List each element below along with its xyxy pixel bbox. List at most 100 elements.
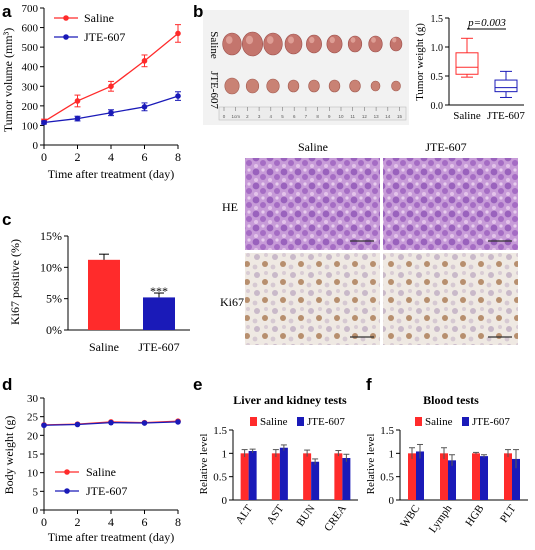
f-x-ticks: WBC Lymph HGB PLT — [398, 502, 518, 535]
f-y-ticks: 0 0.5 1 1.5 — [380, 425, 400, 507]
b-p-value: p=0.003 — [467, 17, 506, 29]
y-tick-label: 600 — [22, 23, 39, 35]
f-legend-jte: JTE-607 — [472, 416, 510, 428]
d-y-ticks: 0 5 10 15 20 25 30 — [27, 393, 44, 517]
c-xtick-saline: Saline — [89, 340, 119, 354]
photo-background — [203, 10, 409, 125]
bar — [480, 456, 488, 500]
bar — [279, 447, 288, 500]
ruler-tick-label: 1cm — [231, 114, 240, 119]
photo-label-saline: Saline — [208, 31, 220, 59]
y-tick-label: 0.0 — [431, 101, 444, 112]
y-tick-label: 1.5 — [213, 425, 227, 437]
d-legend-jte: JTE-607 — [86, 484, 127, 498]
ruler-tick-label: 6 — [293, 114, 296, 119]
d-legend: Saline JTE-607 — [55, 465, 127, 498]
panel-label-f: f — [366, 375, 372, 394]
y-tick-label: 15% — [40, 229, 62, 243]
data-point — [41, 422, 47, 429]
tumor-highlight — [350, 37, 356, 43]
bar — [143, 297, 175, 330]
box-body — [494, 79, 518, 93]
a-legend-jte: JTE-607 — [84, 30, 125, 44]
series-line — [43, 32, 179, 123]
tumor-jte — [391, 80, 401, 92]
tumor-highlight — [309, 36, 315, 44]
photo-label-jte: JTE-607 — [208, 71, 220, 109]
data-point — [141, 58, 148, 64]
data-point — [108, 109, 114, 116]
photo-ruler — [218, 106, 407, 121]
x-tick-label: 4 — [108, 150, 114, 164]
d-series-group — [41, 418, 181, 429]
ruler-tick-label: 2 — [246, 114, 249, 119]
data-point — [175, 93, 181, 99]
y-tick-label: 200 — [22, 101, 39, 113]
f-title: Blood tests — [423, 393, 479, 407]
histo-col-jte: JTE-607 — [425, 140, 466, 154]
f-legend: Saline JTE-607 — [415, 416, 510, 428]
d-x-ticks: 0 2 4 6 8 — [41, 510, 181, 529]
tumor-jte — [308, 79, 320, 93]
y-tick-label: 1.5 — [431, 14, 444, 25]
tumor-saline — [347, 35, 363, 53]
x-tick-label: AST — [265, 503, 287, 527]
e-legend-saline: Saline — [260, 416, 288, 428]
panel-e-liver-kidney-chart: Liver and kidney tests 0 0.5 1 1.5 ALT AST BU… — [198, 393, 358, 534]
b-xtick-saline: Saline — [453, 110, 481, 122]
y-tick-label: 1.0 — [431, 43, 444, 54]
x-tick-label: WBC — [398, 503, 422, 530]
ruler-tick-label: 15 — [397, 114, 403, 119]
data-point — [74, 421, 81, 428]
bar — [512, 458, 520, 500]
y-tick-label: 25 — [27, 412, 39, 424]
bar — [240, 453, 249, 500]
bar — [448, 460, 456, 500]
y-tick-label: 0 — [389, 495, 395, 507]
tumor-highlight — [266, 36, 274, 44]
x-tick-label: BUN — [294, 503, 317, 529]
tumor-highlight — [225, 36, 233, 44]
y-tick-label: 5% — [46, 292, 62, 306]
y-tick-label: 0 — [33, 505, 39, 517]
e-y-ticks: 0 0.5 1 1.5 — [213, 425, 233, 507]
tumor-highlight — [392, 37, 397, 43]
x-tick-label: 2 — [75, 515, 81, 529]
bar — [408, 453, 416, 500]
x-tick-label: 8 — [175, 150, 181, 164]
bar — [303, 453, 312, 500]
d-legend-saline: Saline — [86, 465, 116, 479]
ruler-tick-label: 7 — [305, 114, 308, 119]
tumor-jte — [287, 79, 300, 93]
he-jte-image — [383, 158, 518, 250]
tumor-saline — [284, 33, 303, 55]
tumor-samples — [222, 31, 403, 95]
f-legend-jte-swatch — [462, 417, 469, 426]
y-tick-label: 20 — [27, 430, 39, 442]
y-tick-label: 0 — [33, 140, 39, 152]
y-tick-label: 0.5 — [380, 472, 394, 484]
a-legend: Saline JTE-607 — [54, 11, 125, 44]
c-bars — [88, 253, 175, 330]
bar — [342, 458, 351, 500]
e-title: Liver and kidney tests — [233, 393, 347, 407]
data-point — [41, 119, 47, 126]
x-tick-label: ALT — [234, 503, 256, 527]
y-tick-label: 30 — [27, 393, 39, 405]
data-point — [74, 98, 81, 104]
tumor-saline — [306, 34, 322, 54]
ruler-tick-label: 10 — [338, 114, 344, 119]
c-y-ticks: 0% 5% 10% 15% — [40, 229, 68, 337]
tumor-jte — [266, 78, 280, 94]
y-tick-label: 400 — [22, 62, 39, 74]
y-tick-label: 1 — [389, 448, 395, 460]
ruler-tick-label: 11 — [350, 114, 355, 119]
panel-label-a: a — [2, 2, 12, 21]
x-tick-label: 6 — [142, 515, 148, 529]
data-point — [74, 115, 81, 122]
bar — [440, 453, 448, 500]
a-x-ticks: 0 2 4 6 8 — [41, 145, 181, 164]
bar — [88, 259, 120, 330]
y-tick-label: 1.5 — [380, 425, 394, 437]
histo-col-saline: Saline — [298, 140, 328, 154]
